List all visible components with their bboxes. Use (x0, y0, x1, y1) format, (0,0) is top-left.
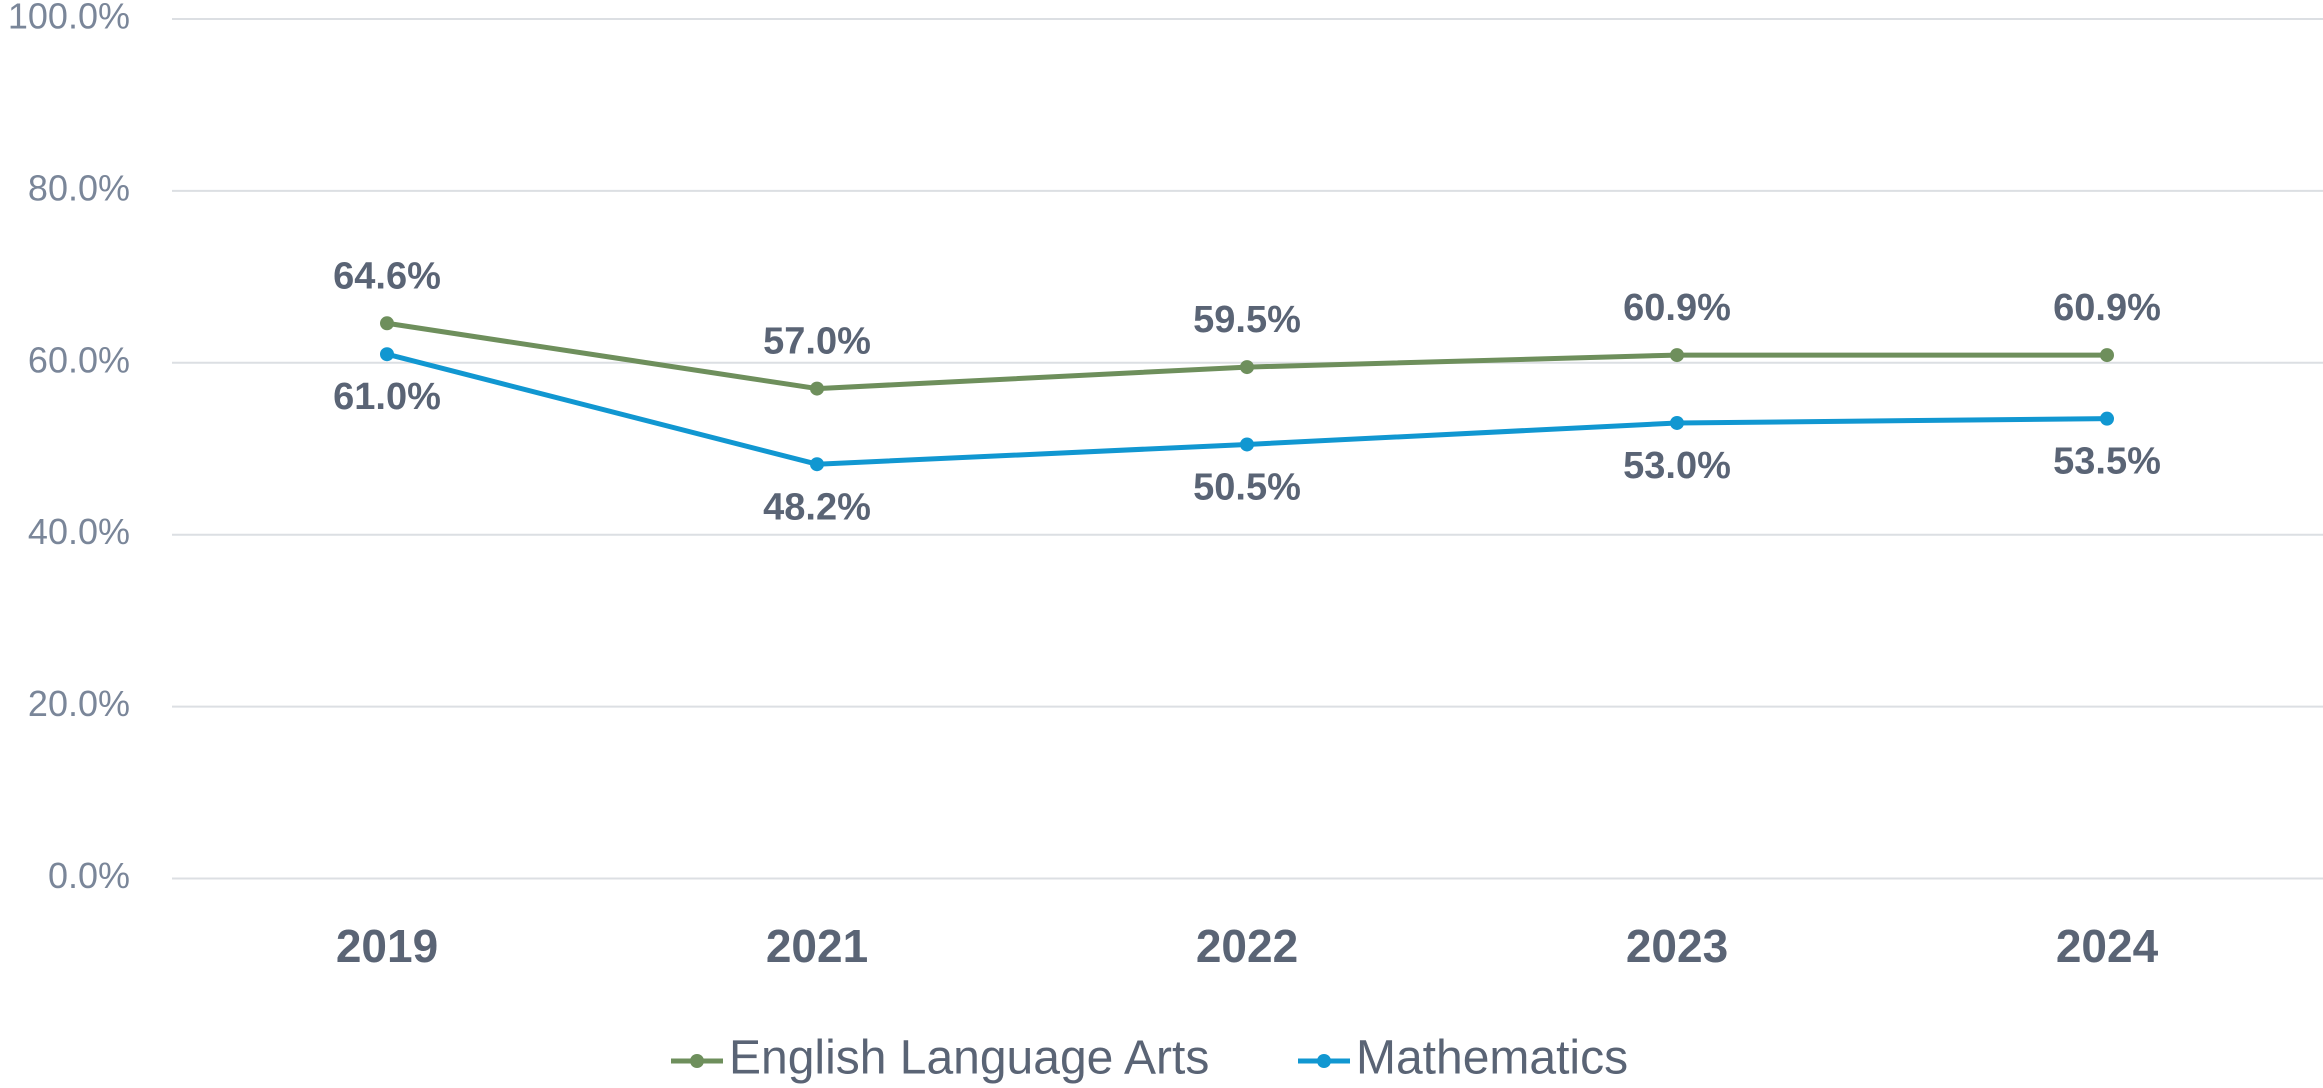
data-label: 53.0% (1623, 445, 1731, 487)
data-label: 48.2% (763, 486, 871, 528)
data-point (2100, 348, 2114, 363)
data-label: 60.9% (1623, 287, 1731, 329)
x-tick-label: 2022 (1196, 920, 1298, 972)
data-point (810, 381, 824, 396)
data-label: 59.5% (1193, 299, 1301, 341)
y-tick-label: 60.0% (28, 339, 130, 380)
data-point (1670, 348, 1684, 363)
data-point (810, 457, 824, 472)
x-tick-label: 2024 (2056, 920, 2159, 972)
data-label: 60.9% (2053, 287, 2161, 329)
data-point (1670, 415, 1684, 430)
x-tick-label: 2021 (766, 920, 868, 972)
legend-marker (690, 1054, 704, 1068)
x-tick-label: 2019 (336, 920, 438, 972)
data-point (1240, 437, 1254, 452)
y-tick-label: 20.0% (28, 683, 130, 724)
data-point (1240, 360, 1254, 375)
y-tick-label: 40.0% (28, 511, 130, 552)
legend-label: English Language Arts (729, 1032, 1209, 1085)
data-label: 57.0% (763, 321, 871, 363)
y-tick-label: 0.0% (48, 855, 130, 896)
x-tick-label: 2023 (1626, 920, 1728, 972)
data-label: 64.6% (333, 255, 441, 297)
data-label: 61.0% (333, 376, 441, 418)
legend-label: Mathematics (1356, 1032, 1628, 1085)
y-tick-label: 80.0% (28, 167, 130, 208)
legend-marker (1317, 1054, 1331, 1068)
y-tick-label: 100.0% (8, 0, 130, 37)
data-point (380, 316, 394, 331)
data-point (2100, 411, 2114, 426)
data-label: 50.5% (1193, 466, 1301, 508)
data-point (380, 347, 394, 362)
data-label: 53.5% (2053, 441, 2161, 483)
